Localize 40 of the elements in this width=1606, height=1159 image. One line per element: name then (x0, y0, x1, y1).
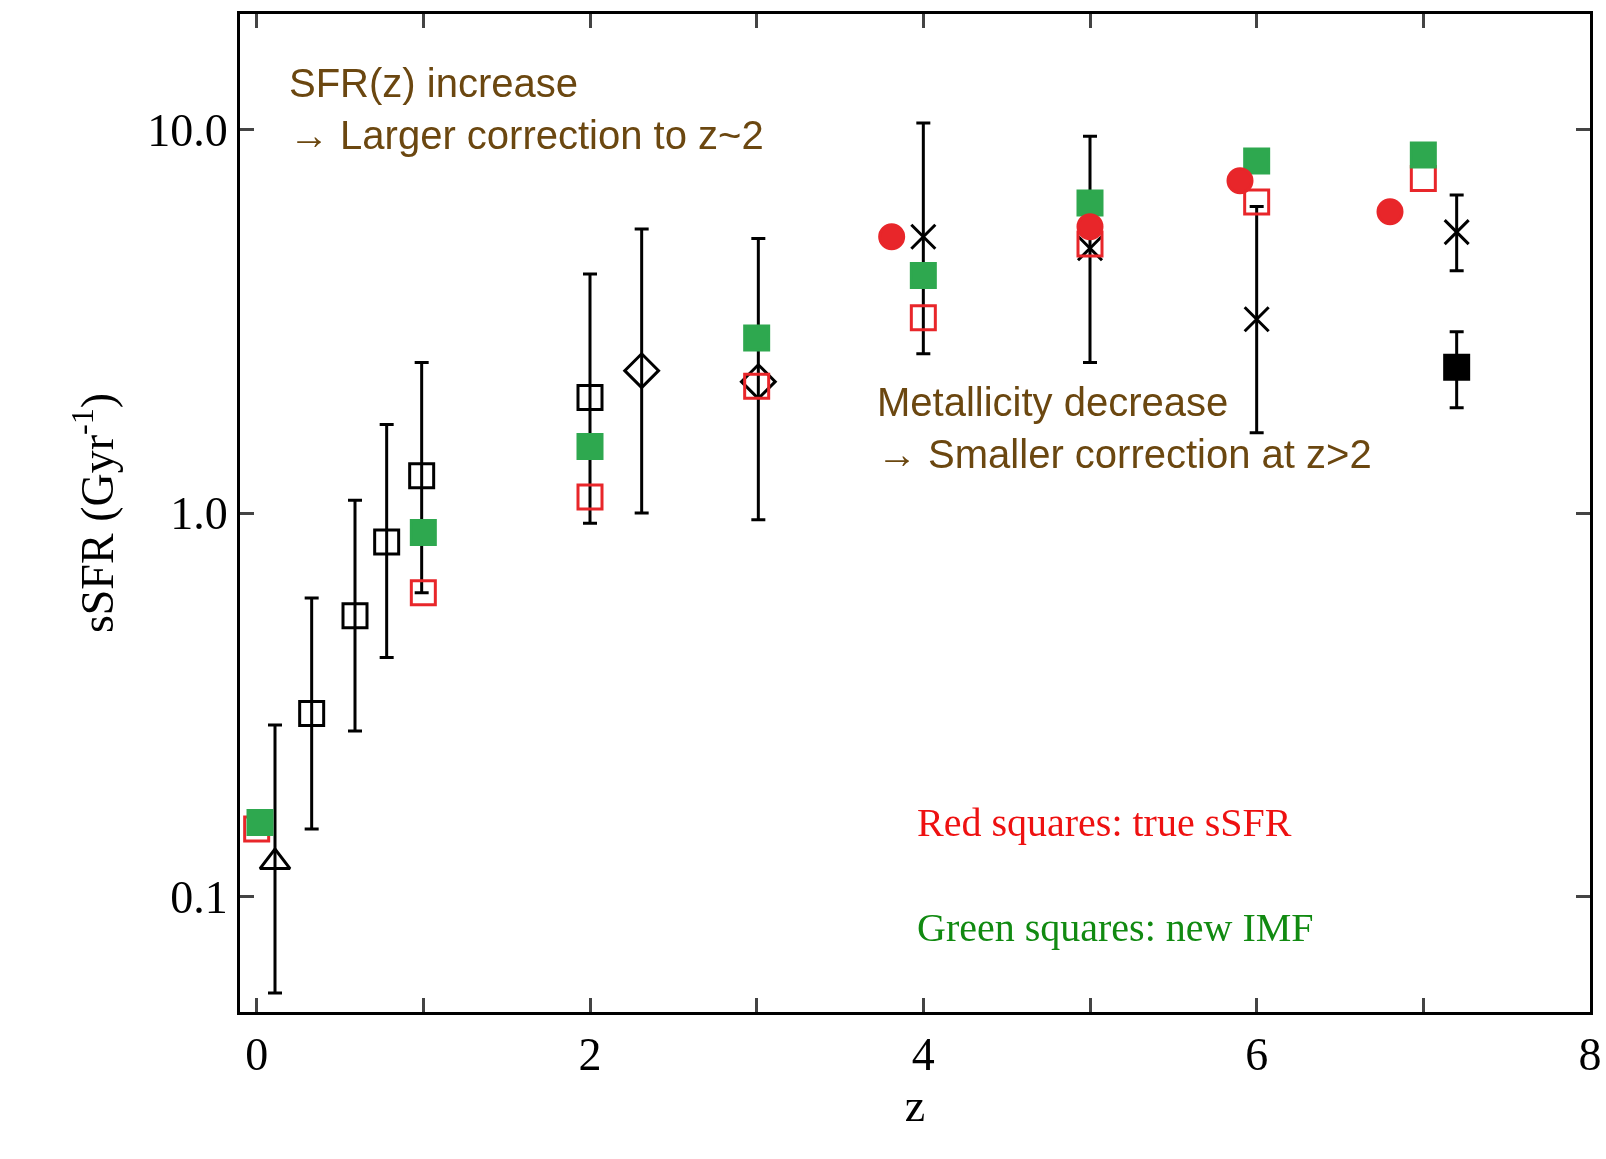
x-tick-label: 8 (1578, 1029, 1602, 1081)
x-axis-title: z (904, 1080, 926, 1132)
y-tick-label: 0.1 (170, 871, 228, 923)
x-tick-label: 6 (1245, 1029, 1269, 1081)
point (373, 528, 401, 556)
point (409, 579, 437, 607)
point (1376, 198, 1404, 226)
point (909, 262, 937, 290)
point (1409, 141, 1437, 169)
annotation: Metallicity decrease → Smaller correction at z>2 (877, 380, 1372, 476)
point (1243, 147, 1271, 175)
x-tick-label: 0 (245, 1029, 269, 1081)
point (1076, 189, 1104, 217)
point (1443, 218, 1471, 246)
point (298, 700, 326, 728)
point (878, 223, 906, 251)
point (909, 223, 937, 251)
point (623, 352, 661, 390)
x-tick-label: 4 (911, 1029, 935, 1081)
annotation: Green squares: new IMF (917, 905, 1314, 950)
point (341, 602, 369, 630)
y-tick-label: 10.0 (147, 104, 228, 156)
annotation: Red squares: true sSFR (917, 800, 1292, 845)
point (1243, 305, 1271, 333)
annotation: SFR(z) increase → Larger correction to z~2 (289, 61, 764, 157)
point (576, 483, 604, 511)
point (576, 433, 604, 461)
point (409, 518, 437, 546)
point (909, 304, 937, 332)
x-tick-label: 2 (578, 1029, 602, 1081)
point (576, 384, 604, 412)
point (246, 808, 274, 836)
point (1443, 353, 1471, 381)
point (1243, 188, 1271, 216)
point (1226, 167, 1254, 195)
y-tick-label: 1.0 (170, 488, 228, 540)
point (408, 462, 436, 490)
point (243, 815, 271, 843)
point (1076, 213, 1104, 241)
point (743, 324, 771, 352)
